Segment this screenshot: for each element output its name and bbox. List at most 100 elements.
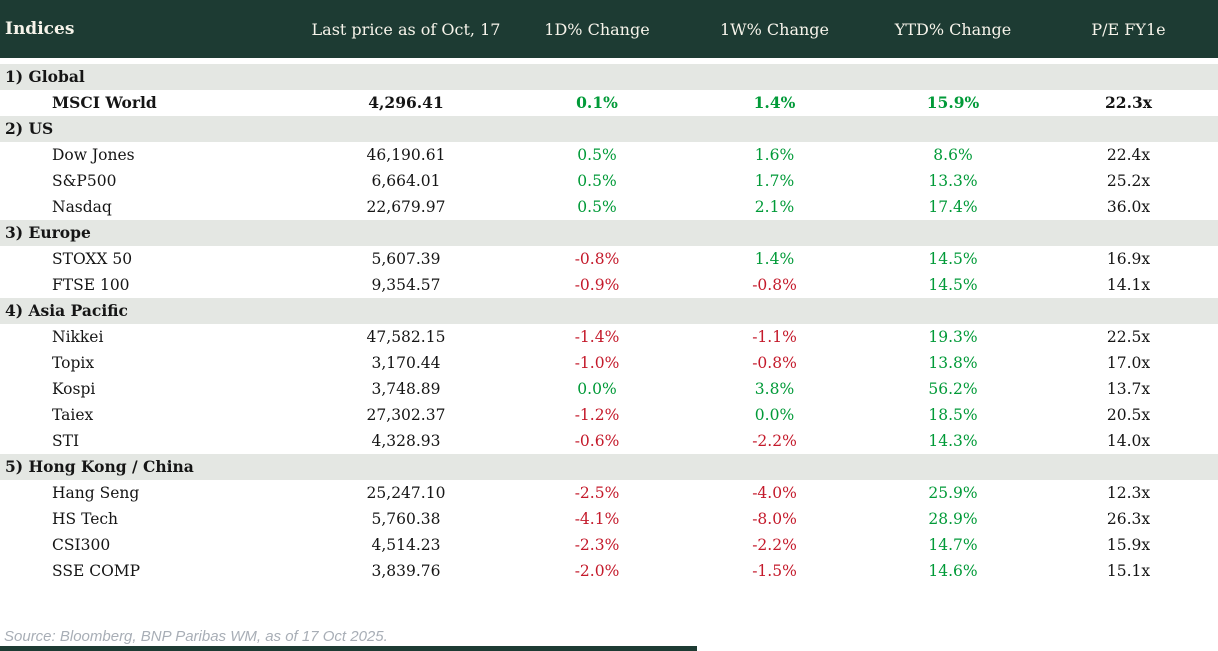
ytd-change-cell: 14.7% [928,536,978,554]
section-label: 3) Europe [0,220,1218,246]
ytd-change-cell: 28.9% [928,510,978,528]
1w-change-cell: -0.8% [752,276,797,294]
1d-change-cell: -1.0% [574,354,620,372]
next-section-header-edge [0,646,697,651]
index-name-cell: Kospi [52,380,96,398]
column-header-1d-change: 1D% Change [544,19,650,39]
column-header-last-price: Last price as of Oct, 17 [311,19,501,39]
index-row: HS Tech 5,760.38 -4.1% -8.0% 28.9% 26.3x [0,506,1218,532]
last-price-cell: 6,664.01 [371,172,441,190]
1d-change-cell: 0.5% [577,146,617,164]
pe-fy1e-cell: 15.9x [1106,536,1151,554]
pe-fy1e-cell: 22.4x [1106,146,1151,164]
1d-change-cell: -0.8% [574,250,620,268]
table-header-row: Indices Last price as of Oct, 17 1D% Cha… [0,0,1218,58]
pe-fy1e-cell: 25.2x [1106,172,1151,190]
index-row: Topix 3,170.44 -1.0% -0.8% 13.8% 17.0x [0,350,1218,376]
section-label: 5) Hong Kong / China [0,454,1218,480]
1w-change-cell: 3.8% [754,380,795,398]
index-row: FTSE 100 9,354.57 -0.9% -0.8% 14.5% 14.1x [0,272,1218,298]
table-body: 1) Global MSCI World 4,296.41 0.1% 1.4% 15.9%… [0,64,1218,584]
pe-fy1e-cell: 15.1x [1106,562,1151,580]
1d-change-cell: 0.0% [577,380,617,398]
1w-change-cell: 2.1% [754,198,795,216]
pe-fy1e-cell: 12.3x [1106,484,1151,502]
pe-fy1e-cell: 14.0x [1106,432,1151,450]
1d-change-cell: -0.6% [574,432,620,450]
last-price-cell: 5,607.39 [371,250,441,268]
pe-fy1e-cell: 16.9x [1106,250,1151,268]
index-row: Kospi 3,748.89 0.0% 3.8% 56.2% 13.7x [0,376,1218,402]
ytd-change-cell: 17.4% [928,198,978,216]
1w-change-cell: -1.5% [752,562,797,580]
1d-change-cell: 0.1% [576,93,618,112]
pe-fy1e-cell: 22.5x [1106,328,1151,346]
last-price-cell: 3,839.76 [371,562,441,580]
1w-change-cell: -0.8% [752,354,797,372]
index-name-cell: HS Tech [52,510,119,528]
index-row: STI 4,328.93 -0.6% -2.2% 14.3% 14.0x [0,428,1218,454]
1d-change-cell: -1.2% [574,406,620,424]
ytd-change-cell: 19.3% [928,328,978,346]
index-row: STOXX 50 5,607.39 -0.8% 1.4% 14.5% 16.9x [0,246,1218,272]
1d-change-cell: -2.5% [574,484,620,502]
last-price-cell: 9,354.57 [371,276,441,294]
last-price-cell: 22,679.97 [366,198,446,216]
last-price-cell: 46,190.61 [366,146,446,164]
last-price-cell: 25,247.10 [366,484,446,502]
index-row: Nasdaq 22,679.97 0.5% 2.1% 17.4% 36.0x [0,194,1218,220]
last-price-cell: 4,328.93 [371,432,441,450]
1w-change-cell: -1.1% [752,328,797,346]
ytd-change-cell: 14.5% [928,276,978,294]
index-row: Taiex 27,302.37 -1.2% 0.0% 18.5% 20.5x [0,402,1218,428]
1d-change-cell: 0.5% [577,198,617,216]
1w-change-cell: -4.0% [752,484,797,502]
1w-change-cell: -8.0% [752,510,797,528]
pe-fy1e-cell: 13.7x [1106,380,1151,398]
index-name-cell: SSE COMP [52,562,141,580]
1d-change-cell: -1.4% [574,328,620,346]
last-price-cell: 4,296.41 [368,93,444,112]
ytd-change-cell: 25.9% [928,484,978,502]
index-name-cell: MSCI World [52,93,157,112]
1d-change-cell: -4.1% [574,510,620,528]
pe-fy1e-cell: 17.0x [1106,354,1151,372]
ytd-change-cell: 8.6% [933,146,973,164]
ytd-change-cell: 14.5% [928,250,978,268]
ytd-change-cell: 15.9% [926,93,980,112]
section-label: 2) US [0,116,1218,142]
1d-change-cell: -2.0% [574,562,620,580]
1w-change-cell: 1.4% [754,250,795,268]
1w-change-cell: 1.4% [753,93,796,112]
1w-change-cell: 0.0% [754,406,795,424]
index-row: CSI300 4,514.23 -2.3% -2.2% 14.7% 15.9x [0,532,1218,558]
ytd-change-cell: 56.2% [928,380,978,398]
last-price-cell: 3,170.44 [371,354,441,372]
column-header-1w-change: 1W% Change [719,19,829,39]
pe-fy1e-cell: 20.5x [1106,406,1151,424]
source-note: Source: Bloomberg, BNP Paribas WM, as of… [4,628,388,645]
index-name-cell: FTSE 100 [52,276,130,294]
column-header-ytd-change: YTD% Change [894,19,1012,39]
ytd-change-cell: 13.8% [928,354,978,372]
1w-change-cell: -2.2% [752,432,797,450]
index-row: S&P500 6,664.01 0.5% 1.7% 13.3% 25.2x [0,168,1218,194]
1w-change-cell: 1.7% [754,172,795,190]
ytd-change-cell: 14.3% [928,432,978,450]
header-divider [0,58,1218,64]
column-header-indices: Indices [5,19,75,39]
index-name-cell: Nasdaq [52,198,112,216]
1d-change-cell: -2.3% [574,536,620,554]
index-name-cell: STOXX 50 [52,250,133,268]
index-name-cell: Topix [52,354,95,372]
last-price-cell: 27,302.37 [366,406,446,424]
index-row: Nikkei 47,582.15 -1.4% -1.1% 19.3% 22.5x [0,324,1218,350]
section-label: 4) Asia Pacific [0,298,1218,324]
last-price-cell: 47,582.15 [366,328,446,346]
last-price-cell: 3,748.89 [371,380,441,398]
pe-fy1e-cell: 26.3x [1106,510,1151,528]
index-name-cell: STI [52,432,80,450]
index-row: MSCI World 4,296.41 0.1% 1.4% 15.9% 22.3x [0,90,1218,116]
index-name-cell: S&P500 [52,172,117,190]
